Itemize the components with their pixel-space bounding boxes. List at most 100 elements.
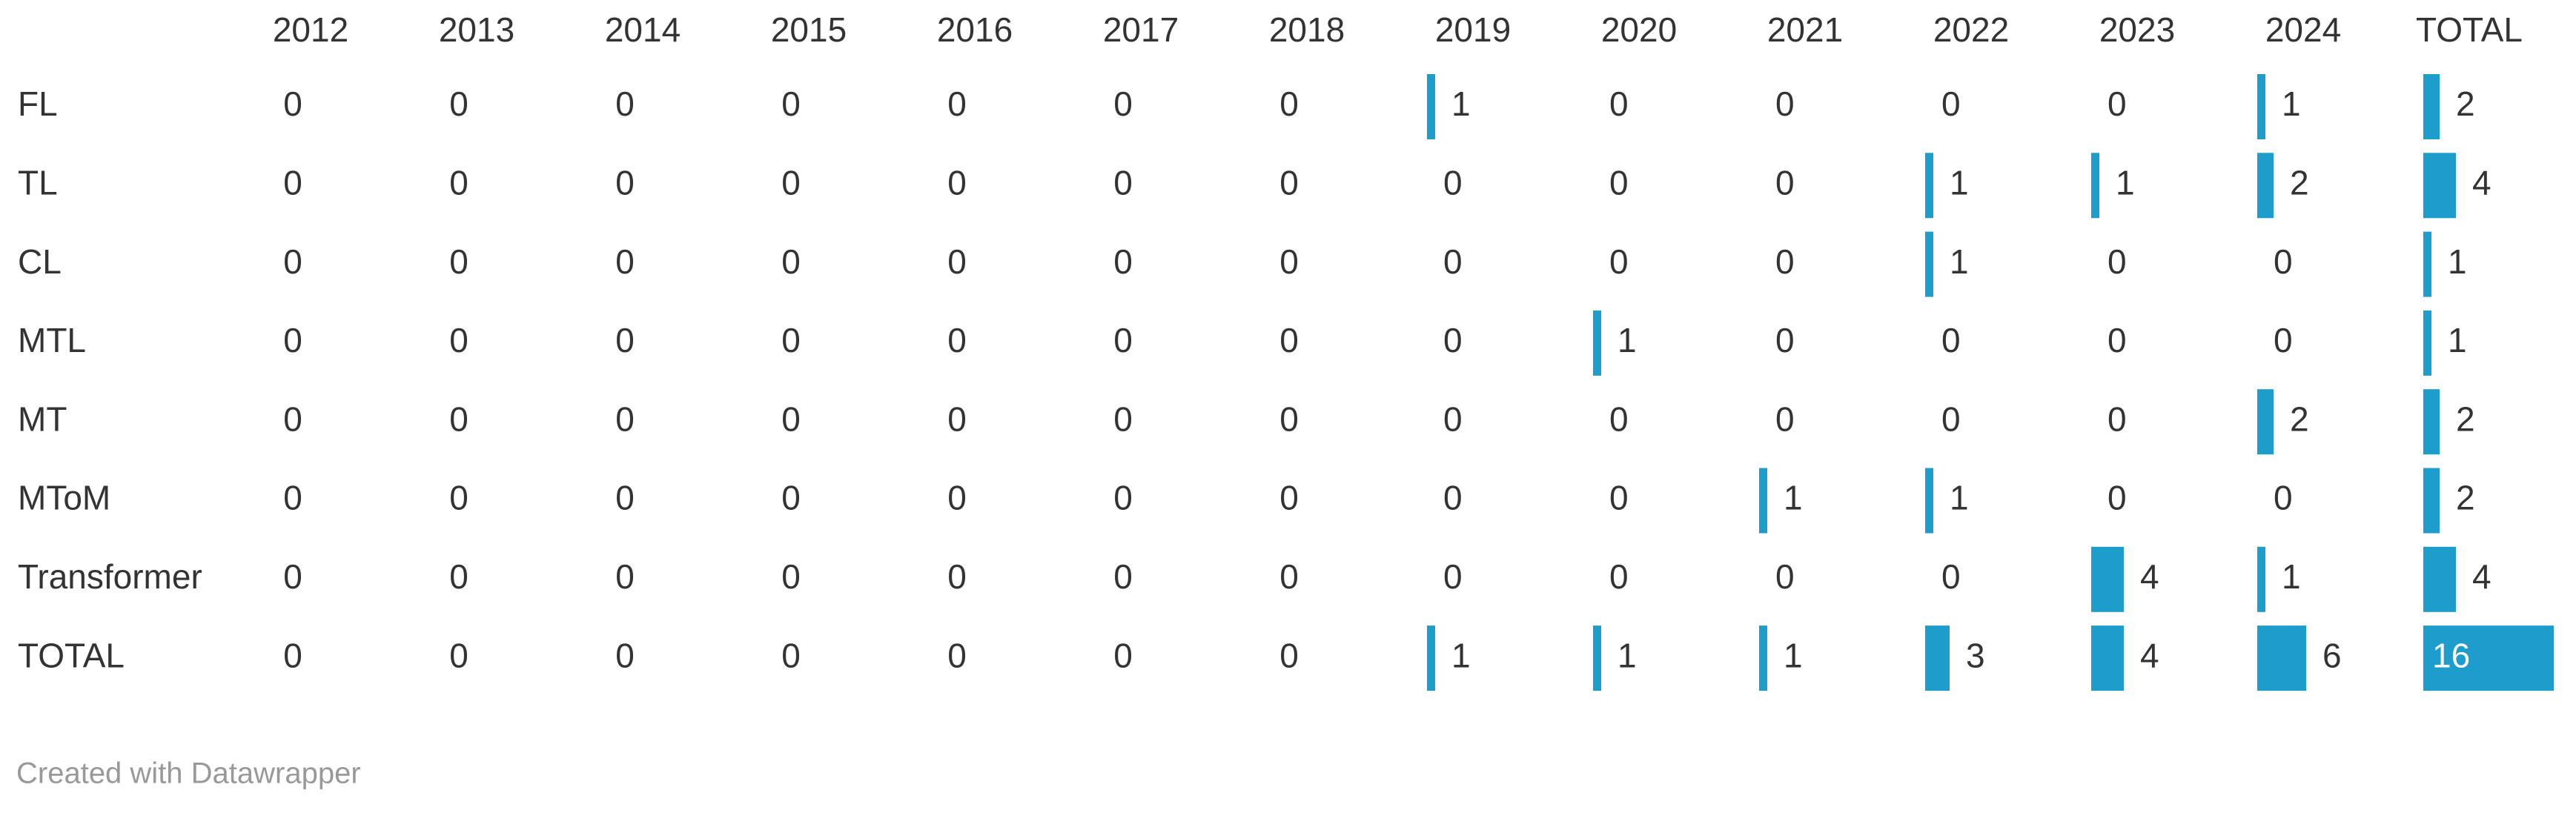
cell-value: 1	[1618, 636, 1637, 674]
cell-value: 0	[2108, 479, 2127, 517]
cell-value: 0	[1609, 242, 1629, 281]
cell-bar	[1925, 231, 1933, 297]
cell-bar	[1593, 310, 1601, 376]
cell-value: 0	[2274, 242, 2293, 281]
cell-value: 0	[947, 479, 967, 517]
row-label: MTL	[18, 321, 86, 359]
cell-value: 0	[615, 242, 635, 281]
cell-value: 0	[781, 636, 801, 674]
cell-bar	[2257, 389, 2274, 455]
cell-value: 0	[1279, 557, 1299, 596]
cell-value: 0	[947, 163, 967, 202]
column-header: 2016	[937, 10, 1013, 49]
cell-value: 0	[449, 479, 468, 517]
cell-value: 0	[947, 242, 967, 281]
cell-value: 0	[2108, 321, 2127, 359]
cell-bar	[2423, 153, 2456, 219]
cell-bar	[2423, 310, 2431, 376]
cell-value: 0	[1279, 479, 1299, 517]
column-header: 2024	[2265, 10, 2341, 49]
cell-value: 0	[1113, 163, 1133, 202]
cell-value: 0	[283, 163, 302, 202]
cell-value: 0	[615, 636, 635, 674]
footer: Created with Datawrapper	[16, 757, 361, 790]
cell-bar	[2423, 468, 2440, 534]
cell-value: 0	[2108, 84, 2127, 123]
cell-value: 0	[1113, 557, 1133, 596]
cell-value: 0	[283, 636, 302, 674]
cell-value: 0	[1443, 479, 1463, 517]
cell-value: 0	[449, 399, 468, 438]
column-header: 2017	[1103, 10, 1179, 49]
cell-value: 0	[1279, 321, 1299, 359]
cell-value: 0	[1941, 557, 1961, 596]
cell-value: 0	[449, 163, 468, 202]
cell-bar	[2257, 625, 2306, 691]
cell-value: 0	[947, 84, 967, 123]
column-header: 2012	[273, 10, 348, 49]
cell-value: 1	[1950, 242, 1969, 281]
cell-value: 0	[449, 84, 468, 123]
cell-value: 0	[1775, 84, 1795, 123]
cell-bar	[2423, 231, 2431, 297]
cell-bar	[2423, 74, 2440, 139]
cell-value: 0	[1609, 399, 1629, 438]
cell-value: 0	[1609, 163, 1629, 202]
cell-value: 0	[781, 479, 801, 517]
row-label: Transformer	[18, 557, 202, 596]
cell-value: 0	[781, 557, 801, 596]
cell-value: 1	[1451, 636, 1471, 674]
cell-value: 0	[615, 557, 635, 596]
cell-value: 0	[947, 636, 967, 674]
cell-value: 0	[1941, 321, 1961, 359]
cell-value: 0	[781, 321, 801, 359]
cell-value: 0	[2274, 321, 2293, 359]
cell-value: 0	[1113, 242, 1133, 281]
cell-value: 0	[1609, 557, 1629, 596]
row-label: MToM	[18, 479, 110, 517]
cell-value: 0	[449, 321, 468, 359]
cell-bar	[2257, 153, 2274, 219]
cell-bar	[2257, 74, 2265, 139]
column-header: 2014	[605, 10, 681, 49]
cell-value: 2	[2290, 399, 2309, 438]
cell-value: 0	[1775, 163, 1795, 202]
cell-value: 0	[2274, 479, 2293, 517]
cell-value: 0	[1113, 399, 1133, 438]
cell-value: 0	[2108, 242, 2127, 281]
cell-value: 1	[1451, 84, 1471, 123]
cell-value: 0	[1775, 321, 1795, 359]
cell-value: 0	[947, 557, 967, 596]
cell-value: 0	[1443, 163, 1463, 202]
cell-value: 0	[1775, 557, 1795, 596]
cell-value: 1	[2448, 242, 2467, 281]
cell-value: 0	[781, 242, 801, 281]
cell-value: 6	[2322, 636, 2342, 674]
cell-value: 1	[1784, 636, 1803, 674]
cell-value: 0	[1113, 321, 1133, 359]
cell-value: 0	[283, 399, 302, 438]
cell-value: 0	[283, 557, 302, 596]
cell-value: 0	[1113, 479, 1133, 517]
cell-value: 4	[2472, 163, 2491, 202]
cell-value: 1	[1784, 479, 1803, 517]
cell-value: 0	[615, 163, 635, 202]
cell-bar	[2423, 546, 2456, 612]
cell-value: 0	[449, 636, 468, 674]
cell-value: 0	[1609, 479, 1629, 517]
cell-value: 1	[1950, 163, 1969, 202]
cell-value: 0	[1941, 84, 1961, 123]
cell-bar	[2091, 153, 2099, 219]
cell-value: 16	[2432, 636, 2470, 674]
cell-value: 2	[2456, 399, 2475, 438]
cell-value: 1	[2448, 321, 2467, 359]
cell-value: 0	[1279, 636, 1299, 674]
cell-value: 0	[283, 321, 302, 359]
cell-value: 1	[1950, 479, 1969, 517]
cell-value: 0	[615, 321, 635, 359]
cell-value: 0	[1941, 399, 1961, 438]
cell-value: 0	[615, 84, 635, 123]
column-header: 2018	[1269, 10, 1345, 49]
cell-value: 0	[1279, 163, 1299, 202]
